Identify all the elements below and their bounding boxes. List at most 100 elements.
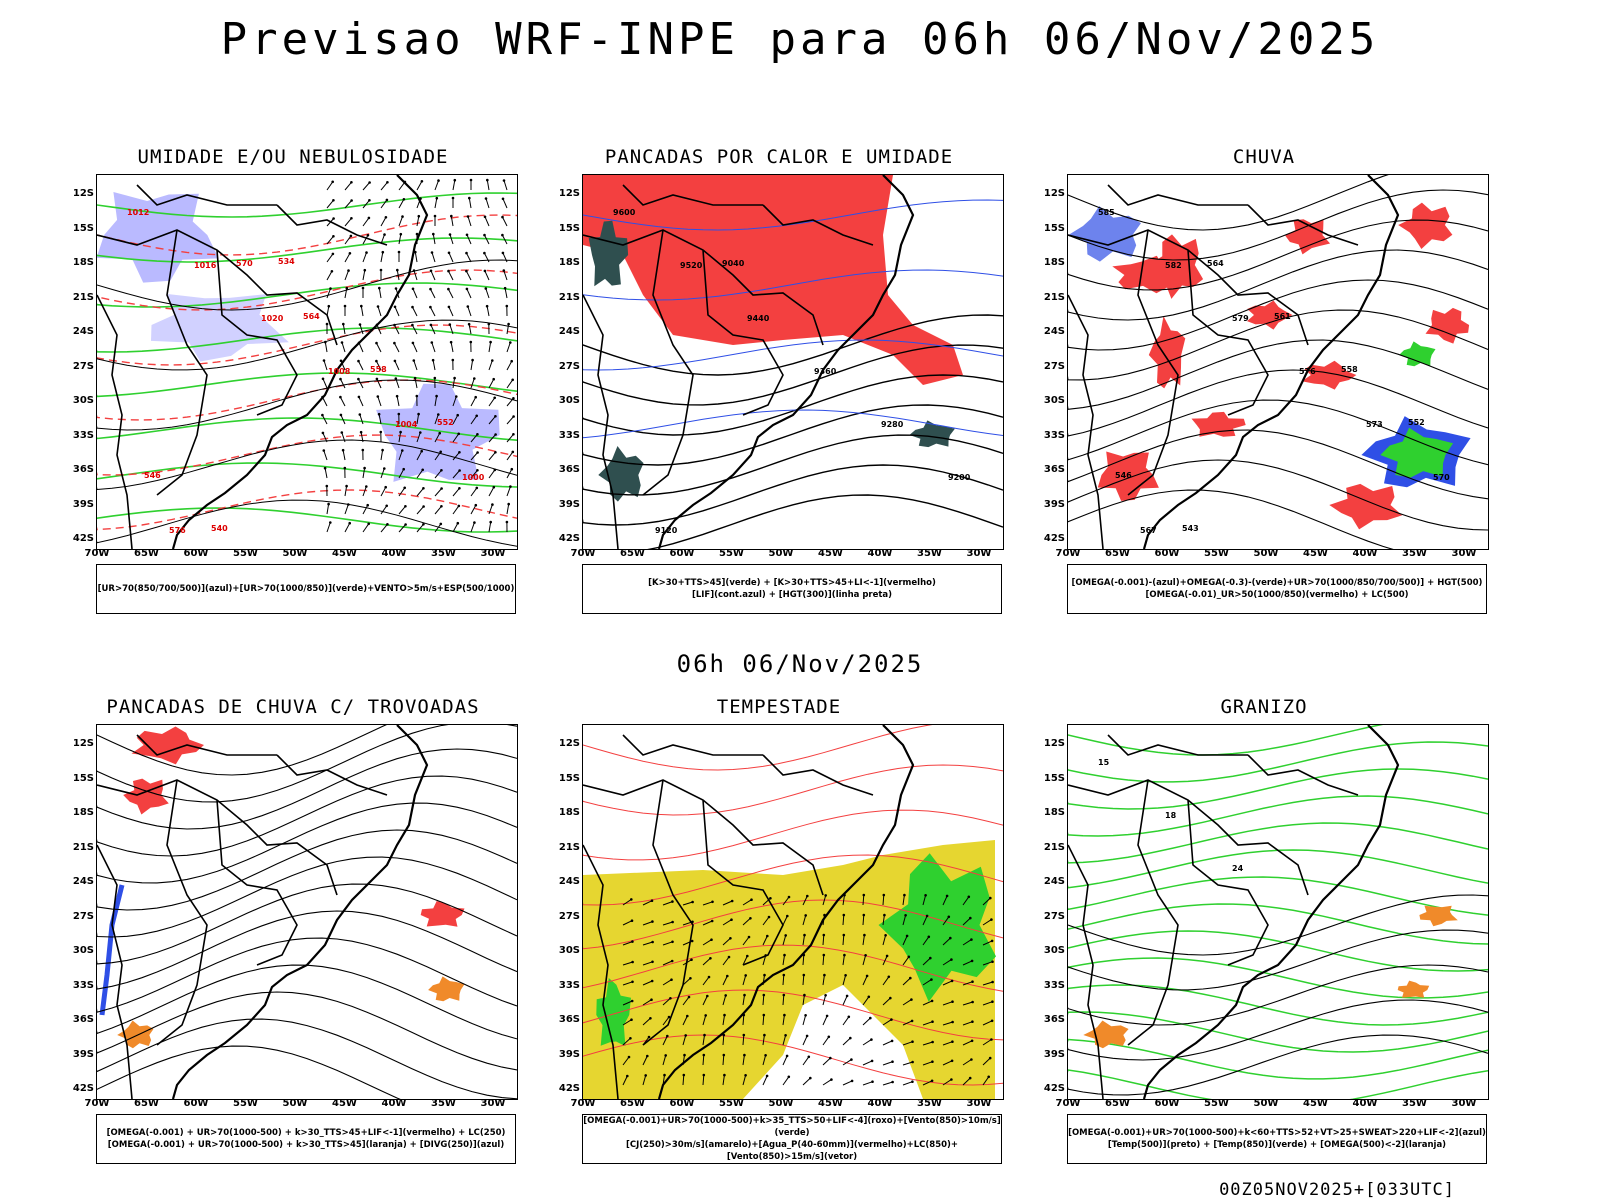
coastline — [1142, 725, 1400, 1099]
hgt300-contour — [583, 314, 1003, 376]
lat-label: 21S — [1043, 291, 1065, 303]
lat-label: 42S — [72, 533, 94, 544]
lat-label: 18S — [558, 257, 580, 268]
water-contour-red — [583, 1034, 1003, 1086]
contour-label: 546 — [1115, 471, 1132, 480]
lon-label: 40W — [1352, 1098, 1378, 1109]
streamline-250 — [97, 829, 517, 911]
temp850-contour-green — [1068, 903, 1488, 945]
lat-label: 33S — [1043, 979, 1065, 991]
contour-label: 540 — [211, 524, 228, 533]
panel-umidade: UMIDADE E/OU NEBULOSIDADE 1012 1016 1020 10… — [68, 146, 518, 626]
contour-label: 573 — [1366, 420, 1383, 429]
lon-label: 60W — [1154, 548, 1180, 559]
hgt500-contour — [1068, 459, 1488, 531]
thickness-contour-red — [97, 214, 517, 256]
water-contour-red — [583, 764, 1003, 816]
rain-area-red — [1247, 300, 1293, 330]
contour-label: 561 — [1274, 312, 1291, 321]
hgt500-contour — [1068, 309, 1488, 381]
lat-label: 27S — [558, 910, 580, 922]
andes-border — [583, 844, 619, 1099]
forecast-time-label: 06h 06/Nov/2025 — [676, 650, 924, 678]
omega-area-orange — [1419, 905, 1458, 927]
panel-pancadas-trovoadas: PANCADAS DE CHUVA C/ TROVOADAS [OMEGA(-0… — [68, 696, 518, 1176]
panel-legend: [OMEGA(-0.001) + UR>70(1000-500) + k>30_… — [96, 1114, 516, 1164]
lon-label: 55W — [1204, 1098, 1229, 1109]
rain-area-red — [1191, 411, 1246, 437]
lon-label: 70W — [1055, 1098, 1081, 1109]
lon-label: 70W — [570, 1098, 596, 1109]
thickness-contour-red — [97, 434, 517, 476]
panel-title: PANCADAS DE CHUVA C/ TROVOADAS — [106, 696, 480, 718]
contour-labels: 15 18 24 — [1098, 758, 1244, 873]
lon-label: 45W — [1303, 548, 1328, 559]
instability-area-green — [598, 446, 644, 502]
contour-label: 546 — [144, 471, 161, 480]
pressure-contour — [97, 259, 517, 311]
andes-border — [97, 294, 133, 549]
rain-area-red — [1329, 483, 1403, 530]
lat-label: 24S — [72, 876, 94, 887]
lat-label: 15S — [558, 222, 580, 234]
panel-chuva: CHUVA 585 582 579 576 573 570 567 564 561 558 552 5… — [1039, 146, 1489, 626]
lon-label: 50W — [768, 548, 794, 559]
lat-label: 24S — [558, 876, 580, 887]
coastline — [657, 725, 915, 1099]
temp500-contour — [1068, 1034, 1488, 1096]
lon-label: 35W — [431, 1098, 456, 1109]
temp850-contour-green — [1068, 795, 1488, 837]
legend-line-2: [OMEGA(-0.001) + UR>70(1000-500) + k>30_… — [107, 1140, 505, 1150]
lat-label: 12S — [72, 738, 94, 749]
lat-label: 39S — [72, 498, 94, 510]
lat-label: 33S — [558, 979, 580, 991]
lat-label: 15S — [558, 772, 580, 784]
lat-label: 21S — [72, 841, 94, 853]
panel-pancadas-calor: PANCADAS POR CALOR E UMIDADE 9600 9520 944… — [554, 146, 1004, 626]
lat-label: 30S — [1043, 945, 1065, 956]
lon-label: 30W — [1451, 1098, 1477, 1109]
lon-label: 55W — [719, 1098, 744, 1109]
hgt300-contour — [583, 404, 1003, 466]
lat-label: 33S — [558, 429, 580, 441]
lat-label: 15S — [72, 222, 94, 234]
country-borders — [1068, 184, 1359, 496]
streamline-250 — [97, 856, 517, 938]
run-timestamp: 00Z05NOV2025+[033UTC] — [1219, 1180, 1455, 1200]
lat-label: 36S — [72, 464, 94, 475]
streamline-250 — [97, 964, 517, 1040]
wind-area-green — [596, 978, 631, 1047]
temp850-contour-green — [1068, 1011, 1488, 1053]
lon-label: 45W — [1303, 1098, 1328, 1109]
lat-label: 33S — [72, 979, 94, 991]
temp850-contour-green — [1068, 876, 1488, 916]
thunderstorm-area-red — [420, 901, 465, 927]
lat-label: 30S — [558, 395, 580, 406]
lat-label: 36S — [72, 1014, 94, 1025]
water-contour-red — [583, 989, 1003, 1041]
contour-label: 576 — [1299, 367, 1316, 376]
contour-label: 570 — [236, 259, 253, 268]
moisture-area-blue — [376, 383, 500, 482]
country-borders — [583, 734, 874, 1046]
contour-label: 18 — [1165, 811, 1177, 820]
lat-label: 18S — [72, 807, 94, 818]
lon-label: 60W — [183, 1098, 209, 1109]
andes-border — [1068, 844, 1104, 1099]
lon-label: 60W — [669, 1098, 695, 1109]
temp850-contour-green — [1068, 957, 1488, 999]
lat-label: 27S — [1043, 360, 1065, 372]
hgt300-contour — [583, 464, 1003, 526]
panel-granizo: GRANIZO 15 18 24 [OMEGA(-0.001)+UR>70(1000… — [1039, 696, 1489, 1176]
legend-line-2: [Temp(500)](preto) + [Temp(850)](verde) … — [1107, 1140, 1447, 1150]
temp850-contour-green — [1068, 849, 1488, 889]
lat-label: 30S — [1043, 395, 1065, 406]
contour-labels: 9600 9520 9440 9360 9280 9200 9120 9040 — [613, 208, 971, 535]
pressure-contour — [97, 439, 517, 491]
lat-label: 39S — [558, 1048, 580, 1060]
lon-label: 50W — [768, 1098, 794, 1109]
hgt500-contour — [1068, 429, 1488, 500]
water-contour-red — [583, 944, 1003, 992]
lat-label: 27S — [558, 360, 580, 372]
contour-label: 9440 — [747, 314, 770, 323]
